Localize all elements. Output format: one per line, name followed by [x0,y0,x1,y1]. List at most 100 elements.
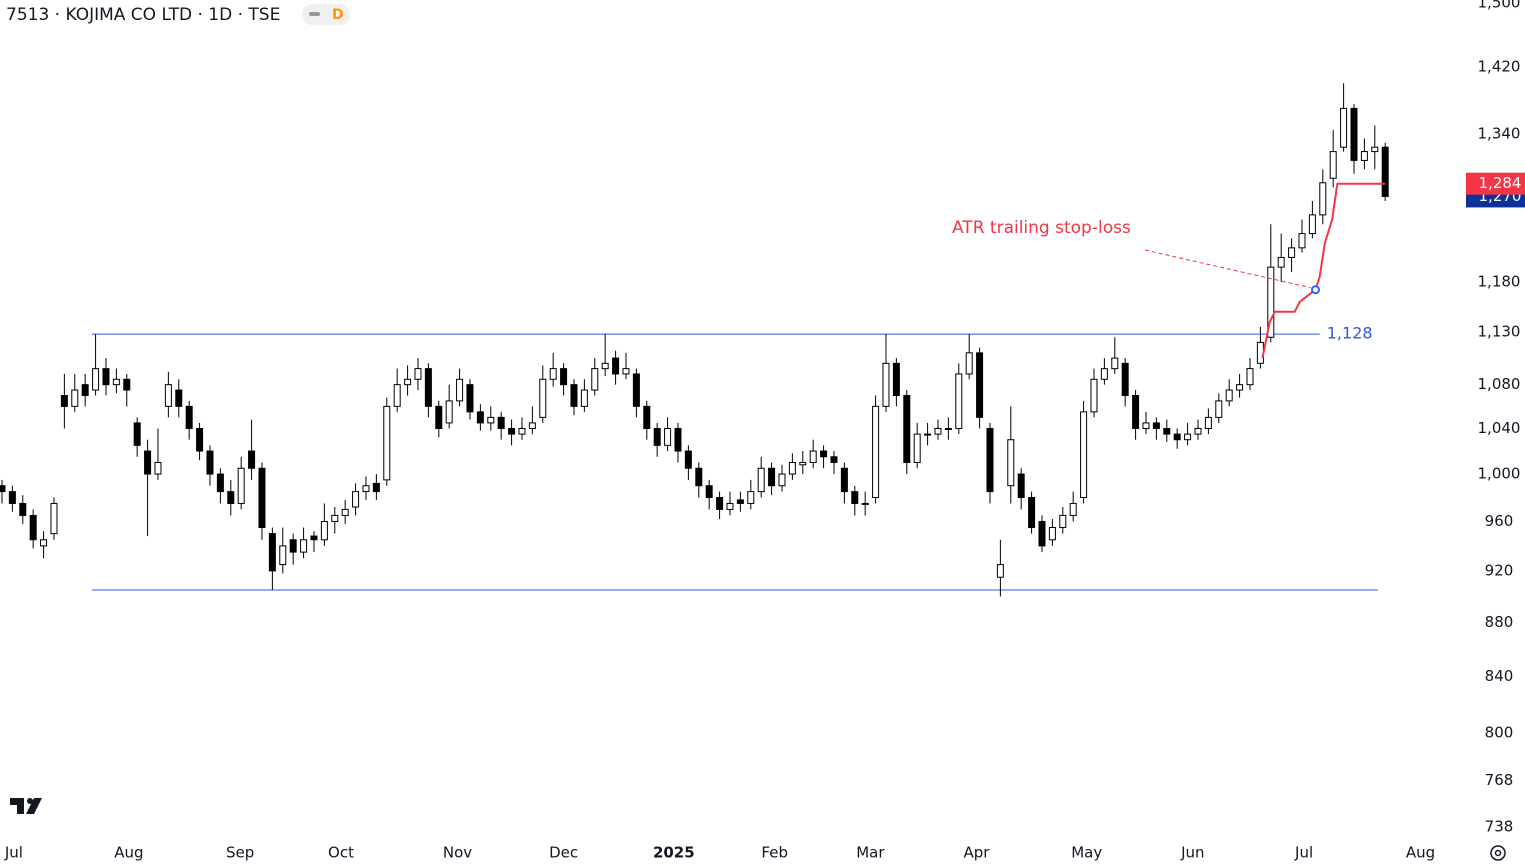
x-tick-label: Jul [1294,844,1313,862]
candle-body [164,384,172,407]
candle-body [352,491,360,508]
candle-body [612,357,620,375]
candle-body [528,422,536,429]
candle-body [1080,411,1088,499]
candle-body [185,405,193,429]
candle-body [1038,520,1046,547]
candle-body [40,539,48,547]
candle-body [809,450,817,463]
candle-body [1225,389,1233,402]
settings-icon[interactable] [1490,845,1506,861]
x-tick-label: May [1071,844,1102,862]
candle-body [736,499,744,504]
candle-body [996,564,1004,578]
candle-body [924,433,932,436]
y-tick-label: 920 [1485,561,1514,579]
candle-body [216,473,224,493]
annotation-pointer [1144,249,1311,289]
candle-body [695,467,703,487]
x-tick-label: Jun [1180,844,1204,862]
candle-body [237,467,245,504]
candle-body [580,389,588,407]
candle-body [601,362,609,370]
candle-body [50,502,58,535]
candle-body [1236,384,1244,391]
candle-body [424,368,432,407]
y-tick-label: 1,340 [1478,125,1521,143]
candle-body [768,467,776,487]
x-tick-label: Jul [4,844,23,862]
candle-body [81,384,89,396]
candle-body [60,394,68,407]
annotation: ATR trailing stop-loss [952,218,1131,238]
candle-body [8,491,16,504]
candle-body [882,362,890,407]
candle-body [1329,151,1337,179]
candle-body [300,539,308,553]
badge-bg [302,4,350,25]
candle-body [279,545,287,566]
candle-body [1017,473,1025,499]
candle-body [144,450,152,475]
candle-body [393,384,401,407]
x-tick-label: Sep [226,844,254,862]
y-tick-label: 768 [1485,771,1514,789]
candle-body [0,485,6,493]
x-tick-label: Dec [549,844,578,862]
chart-title: 7513 · KOJIMA CO LTD · 1D · TSE [6,5,280,25]
candle-body [372,482,380,493]
candle-body [71,389,79,407]
candle-body [456,378,464,402]
candle-body [112,378,120,386]
candle-body [497,416,505,429]
candle-body [1007,439,1015,487]
candle-body [1142,422,1150,429]
candle-body [362,485,370,493]
candle-body [934,427,942,435]
candle-body [944,427,952,430]
candle-body [341,508,349,516]
candle-body [92,368,100,391]
candle-body [539,378,547,418]
candle-body [861,502,869,505]
y-tick-label: 1,180 [1478,272,1521,290]
candle-body [976,352,984,418]
badge-icon [309,12,320,16]
candle-body [1152,422,1160,429]
y-tick-label: 800 [1485,724,1514,742]
y-tick-label: 1,130 [1478,323,1521,341]
candle-body [705,485,713,499]
candle-body [1267,266,1275,338]
candle-body [1319,182,1327,216]
y-tick-label: 738 [1485,817,1514,835]
candle-body [664,427,672,446]
candle-body [1132,394,1140,429]
candle-body [1163,427,1171,435]
candle-body [258,467,266,529]
candle-body [508,427,516,435]
x-tick-label: Feb [761,844,788,862]
x-tick-label: Aug [114,844,143,862]
candle-body [1246,368,1254,386]
candle-body [1184,433,1192,441]
candle-body [1288,247,1296,258]
candle-body [684,450,692,469]
candle-body [1059,514,1067,529]
y-tick-label: 880 [1485,613,1514,631]
y-tick-label: 1,000 [1478,465,1521,483]
y-tick-label: 960 [1485,512,1514,530]
candle-body [851,491,859,504]
candle-body [872,405,880,499]
candle-body [747,491,755,504]
candle-body [986,427,994,493]
candle-body [248,450,256,469]
y-tick-label: 1,040 [1478,419,1521,437]
candle-body [1111,357,1119,370]
candle-body [196,427,204,452]
candle-body [799,461,807,466]
candle-body [560,368,568,386]
candle-body [1381,146,1389,197]
candle-body [154,461,162,475]
